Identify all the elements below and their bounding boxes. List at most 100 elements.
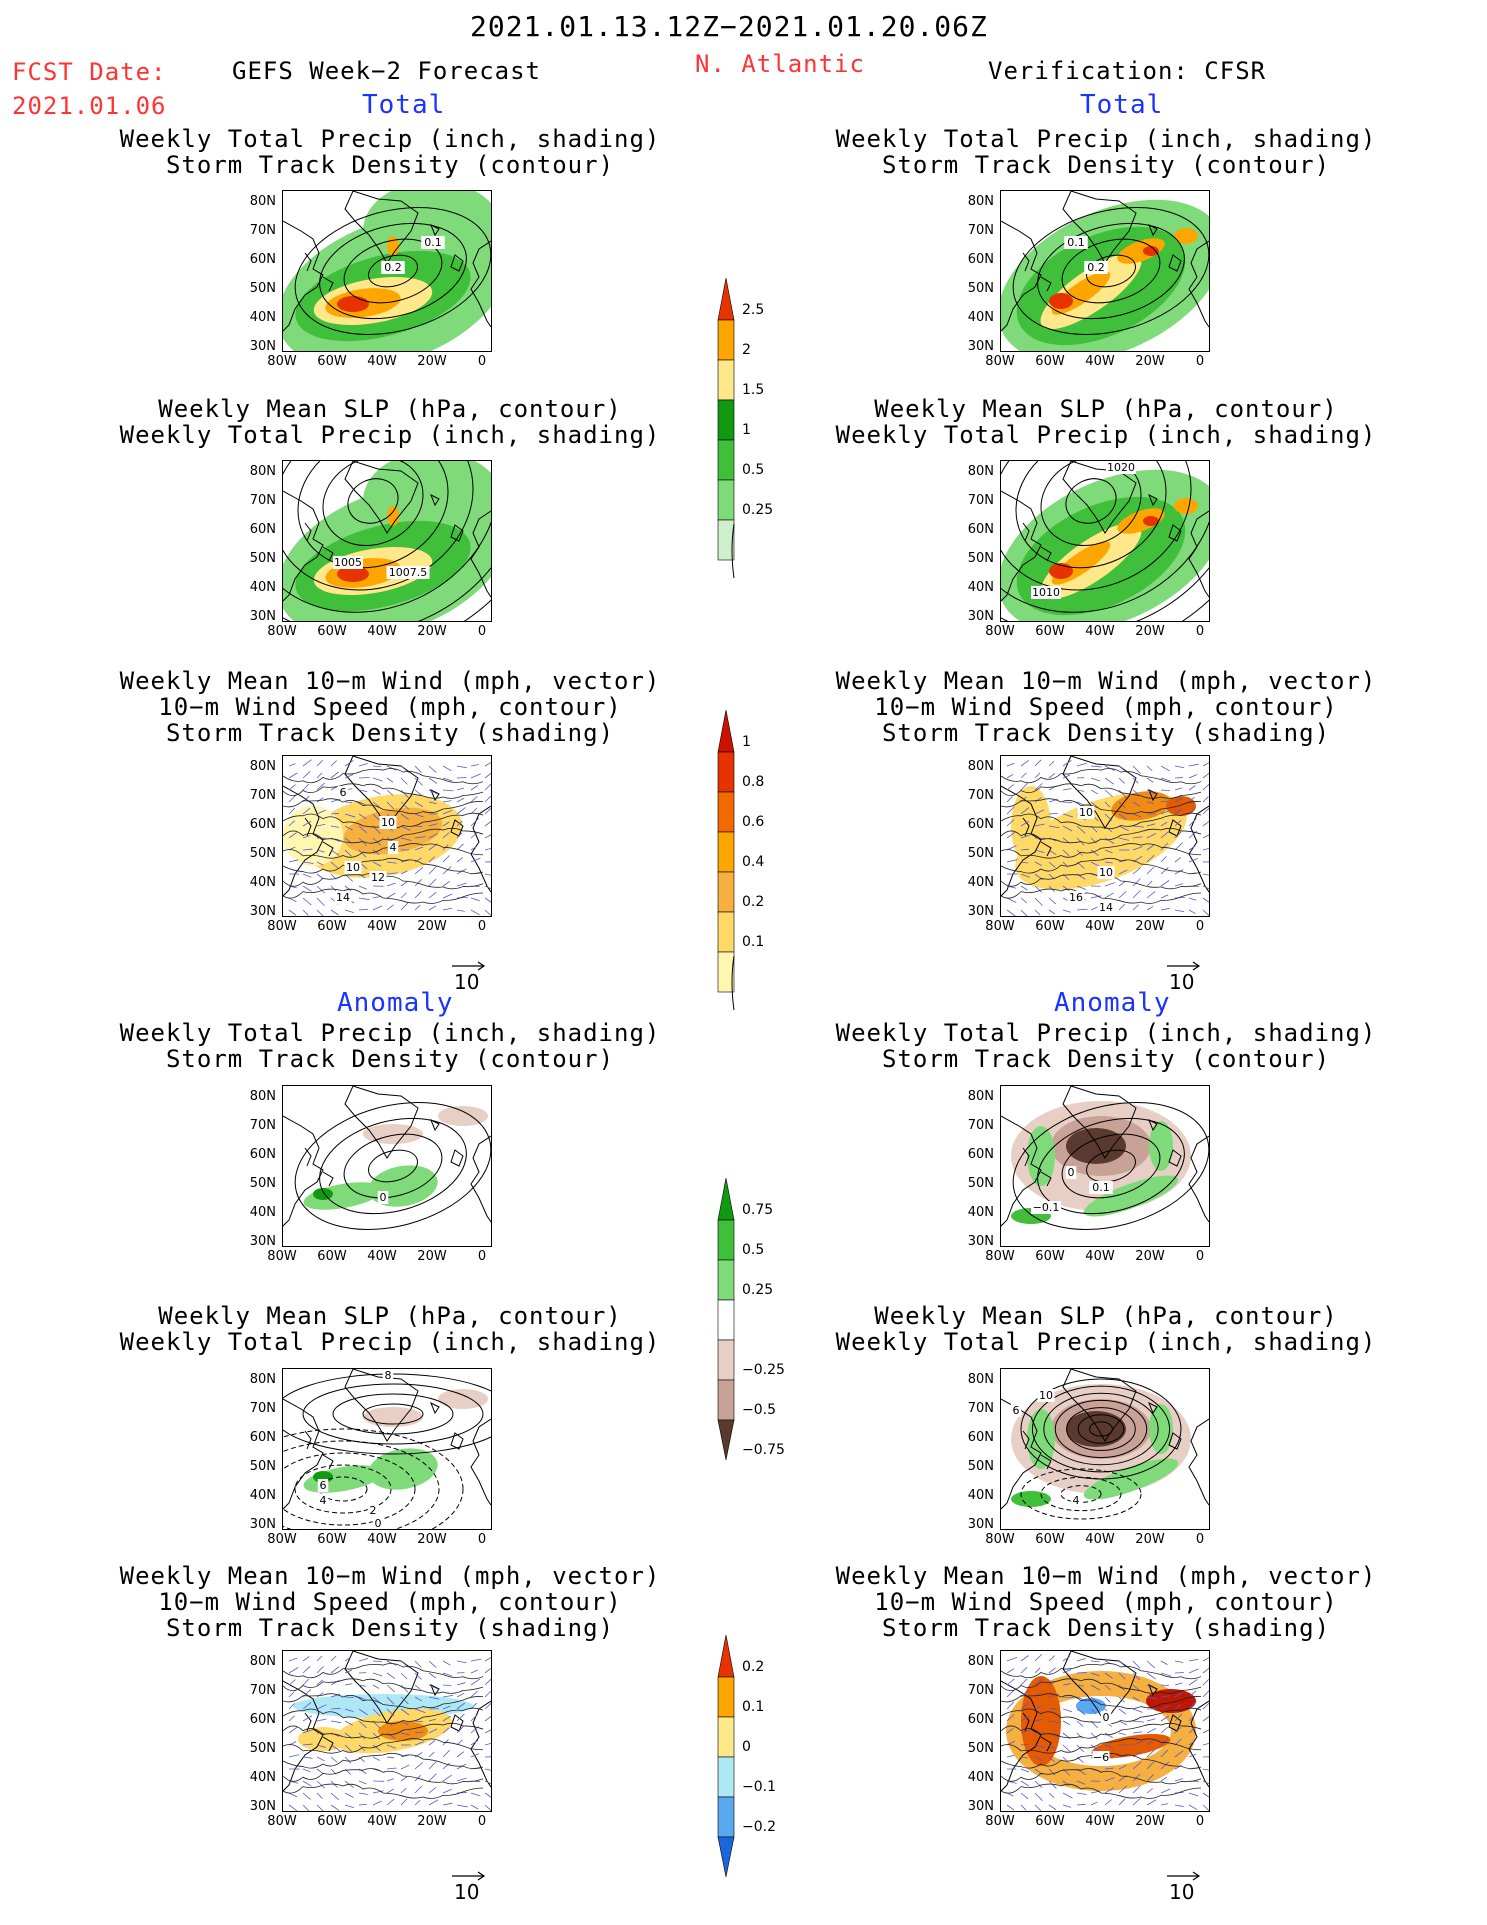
map-panel-p6l xyxy=(282,1650,492,1812)
map-panel-p4r: 0 0.1 −0.1 xyxy=(1000,1085,1210,1247)
colorbar-label: 0.1 xyxy=(742,1699,765,1715)
lon-tick-label: 80W xyxy=(267,354,297,369)
contour-label: 0 xyxy=(1068,1166,1075,1179)
lon-tick-label: 20W xyxy=(417,1532,447,1547)
lat-tick-label: 40N xyxy=(967,1205,994,1220)
shading-region xyxy=(1149,1121,1173,1171)
panel-title-line: Weekly Mean SLP (hPa, contour) xyxy=(158,1302,622,1330)
vector-reference-label: 10 xyxy=(1169,970,1195,994)
lat-tick-label: 70N xyxy=(967,493,994,508)
contour-label: 10 xyxy=(346,861,360,874)
left-title: GEFS Week−2 Forecast xyxy=(232,57,541,85)
lon-tick-label: 40W xyxy=(367,624,397,639)
contour-set xyxy=(1020,1468,1142,1520)
lat-tick-label: 30N xyxy=(249,1517,276,1532)
colorbar-label: 1 xyxy=(742,422,751,438)
colorbar-label: 0.75 xyxy=(742,1202,774,1218)
contour-label: 14 xyxy=(336,891,350,904)
colorbar-segment xyxy=(717,911,735,953)
shading-region xyxy=(1143,516,1159,526)
lon-tick-label: 80W xyxy=(985,919,1015,934)
lat-tick-label: 80N xyxy=(967,194,994,209)
wind-speed-contours xyxy=(1001,1663,1202,1799)
lat-tick-label: 30N xyxy=(249,339,276,354)
lat-tick-label: 60N xyxy=(967,817,994,832)
contour-label: 8 xyxy=(385,1369,392,1382)
lat-tick-label: 60N xyxy=(249,1712,276,1727)
lon-tick-label: 20W xyxy=(417,919,447,934)
lon-tick-label: 40W xyxy=(1085,1814,1115,1829)
panel-title-line: 10−m Wind Speed (mph, contour) xyxy=(158,1588,622,1616)
lon-tick-label: 60W xyxy=(317,624,347,639)
shading-region xyxy=(378,1721,428,1741)
lon-tick-label: 40W xyxy=(367,354,397,369)
lon-tick-label: 20W xyxy=(417,1814,447,1829)
lon-tick-label: 20W xyxy=(1135,1249,1165,1264)
shading-region xyxy=(1083,1175,1179,1217)
coastline xyxy=(283,1086,491,1227)
lon-tick-label: 20W xyxy=(417,1249,447,1264)
map-canvas: 1005 1007.5 xyxy=(283,461,491,621)
vector-reference-label: 10 xyxy=(454,1880,480,1904)
colorbar-label: 0.5 xyxy=(742,462,765,478)
colorbar-label: −0.2 xyxy=(742,1819,776,1835)
panel-title-line: Weekly Total Precip (inch, shading) xyxy=(835,125,1377,153)
coastline xyxy=(283,1369,491,1510)
shading-region xyxy=(1166,796,1196,816)
lon-tick-label: 0 xyxy=(477,1814,487,1829)
contour-label: 4 xyxy=(320,1494,327,1507)
panel-title-line: Weekly Mean 10−m Wind (mph, vector) xyxy=(119,1562,661,1590)
lat-tick-label: 40N xyxy=(249,1770,276,1785)
lat-tick-label: 60N xyxy=(249,252,276,267)
lon-tick-label: 20W xyxy=(1135,354,1165,369)
panel-title-r1-right: Weekly Total Precip (inch, shading) Storm… xyxy=(806,126,1406,178)
lat-tick-label: 30N xyxy=(967,1517,994,1532)
contour-label: 1020 xyxy=(1107,461,1135,474)
colorbar-segment xyxy=(717,399,735,441)
contour-label: 14 xyxy=(1099,901,1113,914)
lon-tick-label: 80W xyxy=(985,1249,1015,1264)
contour-label: 6 xyxy=(340,786,347,799)
panel-title-line: 10−m Wind Speed (mph, contour) xyxy=(874,1588,1338,1616)
lon-tick-label: 0 xyxy=(1195,1249,1205,1264)
lon-tick-label: 0 xyxy=(1195,624,1205,639)
lat-tick-label: 60N xyxy=(249,522,276,537)
lon-tick-label: 60W xyxy=(1035,1532,1065,1547)
vector-reference-arrow xyxy=(452,1871,486,1881)
map-panel-p3r: 10 10 16 14 xyxy=(1000,755,1210,917)
lon-tick-label: 80W xyxy=(985,1532,1015,1547)
colorbar-label: 0.2 xyxy=(742,894,765,910)
lon-tick-label: 0 xyxy=(477,1532,487,1547)
shading-region xyxy=(1066,1128,1126,1164)
shading-region xyxy=(387,236,399,256)
lon-tick-label: 60W xyxy=(317,1249,347,1264)
lat-tick-label: 50N xyxy=(967,1741,994,1756)
lon-tick-label: 80W xyxy=(267,1249,297,1264)
panel-title-line: Storm Track Density (shading) xyxy=(165,719,615,747)
colorbar-segment xyxy=(717,1756,735,1798)
colorbar-label: −0.1 xyxy=(742,1779,776,1795)
map-canvas: 8 6 4 20 xyxy=(283,1369,491,1529)
fcst-date-value: 2021.01.06 xyxy=(12,92,167,120)
colorbar-precip_total xyxy=(717,277,735,579)
colorbar-segment xyxy=(717,791,735,833)
lat-tick-label: 70N xyxy=(249,223,276,238)
contour-label: 0.1 xyxy=(424,236,442,249)
panel-title-line: Weekly Total Precip (inch, shading) xyxy=(835,1328,1377,1356)
colorbar-segment xyxy=(717,277,735,321)
colorbar-label: 0.6 xyxy=(742,814,765,830)
colorbar-tail xyxy=(731,523,735,579)
lon-tick-label: 0 xyxy=(477,354,487,369)
shading-region xyxy=(1049,293,1073,309)
lon-tick-label: 20W xyxy=(1135,1814,1165,1829)
panel-title-line: Weekly Mean SLP (hPa, contour) xyxy=(874,1302,1338,1330)
lat-tick-label: 60N xyxy=(967,1147,994,1162)
lat-tick-label: 50N xyxy=(249,1741,276,1756)
lat-tick-label: 60N xyxy=(967,522,994,537)
fcst-date-label: FCST Date: xyxy=(12,58,167,86)
lon-tick-label: 0 xyxy=(1195,1532,1205,1547)
panel-title-line: Weekly Total Precip (inch, shading) xyxy=(119,125,661,153)
lon-tick-label: 60W xyxy=(317,919,347,934)
contour-label: 10 xyxy=(1039,1389,1053,1402)
lat-tick-label: 80N xyxy=(967,1654,994,1669)
